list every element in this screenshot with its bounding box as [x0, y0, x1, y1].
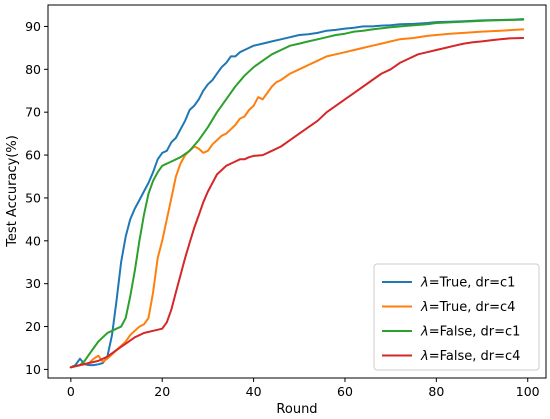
legend-text-rest: =False, dr=c4: [429, 349, 521, 364]
y-tick-label: 50: [25, 190, 41, 205]
legend-text-rest: =False, dr=c1: [429, 325, 521, 340]
x-tick-label: 20: [154, 384, 170, 399]
legend-symbol: λ: [420, 349, 429, 364]
legend-label: λ=True, dr=c1: [420, 276, 515, 291]
y-tick-label: 20: [25, 319, 41, 334]
legend-symbol: λ: [420, 276, 429, 291]
legend-text-rest: =True, dr=c4: [429, 300, 516, 315]
y-tick-label: 40: [25, 233, 41, 248]
x-tick-label: 80: [428, 384, 444, 399]
legend: λ=True, dr=c1λ=True, dr=c4λ=False, dr=c1…: [373, 263, 540, 371]
legend-text-rest: =True, dr=c1: [429, 276, 516, 291]
y-tick-label: 80: [25, 62, 41, 77]
x-tick-label: 40: [246, 384, 262, 399]
series-line-1: [69, 18, 525, 369]
plot-frame: [47, 4, 547, 379]
x-axis-ticks: 0 20 40 60 80 100: [67, 378, 540, 399]
legend-label: λ=False, dr=c4: [420, 349, 520, 364]
x-tick-label: 60: [337, 384, 353, 399]
series-line-3: [69, 18, 525, 369]
series-lines: [69, 18, 525, 369]
y-axis-label: Test Accuracy(%): [5, 135, 20, 248]
y-tick-label: 30: [25, 276, 41, 291]
legend-label: λ=True, dr=c4: [420, 300, 515, 315]
y-tick-label: 10: [25, 362, 41, 377]
legend-symbol: λ: [420, 300, 429, 315]
y-axis-ticks: 10 20 30 40 50 60 70 80 90: [25, 19, 48, 377]
series-line-4: [69, 37, 525, 369]
legend-label: λ=False, dr=c1: [420, 325, 520, 340]
series-line-2: [69, 28, 525, 369]
legend-symbol: λ: [420, 325, 429, 340]
y-tick-label: 70: [25, 105, 41, 120]
x-axis-label: Round: [276, 402, 317, 417]
x-tick-label: 100: [516, 384, 540, 399]
legend-box: [373, 263, 540, 371]
x-tick-label: 0: [67, 384, 75, 399]
y-tick-label: 60: [25, 148, 41, 163]
y-tick-label: 90: [25, 19, 41, 34]
